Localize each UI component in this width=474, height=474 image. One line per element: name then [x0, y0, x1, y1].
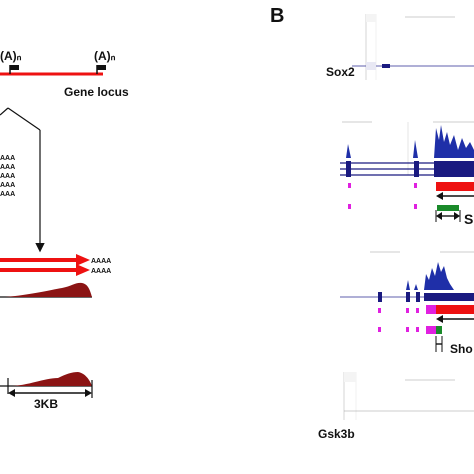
gene-track-3: [340, 251, 474, 352]
magenta-mark: [348, 183, 351, 188]
magenta-mark: [416, 308, 419, 313]
polya-flag-1: [9, 65, 19, 74]
short-isoform-bar: [437, 205, 459, 211]
polya-label-2: (A)ₙ: [94, 49, 116, 63]
sox2-exon: [382, 64, 390, 68]
coverage-track-2: [346, 125, 474, 158]
magenta-mark: [414, 183, 417, 188]
long-isoform-bar: [436, 305, 474, 314]
magenta-mark: [348, 204, 351, 209]
magenta-mark: [414, 204, 417, 209]
transcript-tail-3: AAA: [0, 173, 15, 180]
coverage-peak-1: [5, 282, 92, 297]
zoom-line-right: [7, 107, 41, 131]
gsk3b-label: Gsk3b: [318, 427, 355, 441]
sox2-label: Sox2: [326, 65, 355, 79]
panel-b-label: B: [270, 5, 284, 27]
transcript-tail-4: AAA: [0, 182, 15, 189]
panel-a: (A)ₙ (A)ₙ Gene locus AAA AAA AAA AAA AAA…: [0, 49, 129, 411]
magenta-mark: [406, 327, 409, 332]
transcript-arrow-bottom: [0, 264, 90, 276]
magenta-mark: [378, 308, 381, 313]
magenta-mark: [416, 327, 419, 332]
scale-label: 3KB: [34, 397, 58, 411]
s-label: S: [464, 211, 473, 227]
transcript-tail-5: AAA: [0, 191, 15, 198]
transcript-arrow-top: [0, 254, 90, 266]
scale-arrow: [8, 380, 93, 398]
gsk3b-track: [343, 372, 474, 420]
zoom-line-left: [0, 107, 9, 116]
gene-locus-label: Gene locus: [64, 85, 129, 99]
polya-label-1: (A)ₙ: [0, 49, 22, 63]
magenta-mark: [378, 327, 381, 332]
long-isoform-bar: [436, 182, 474, 191]
transcript-tail-2: AAA: [0, 164, 15, 171]
polya-flag-2: [96, 65, 106, 74]
transcript-tail-1: AAA: [0, 155, 15, 162]
aaaa-label-bottom: AAAA: [91, 268, 111, 275]
coverage-peak-2: [12, 372, 92, 386]
short-label: Sho: [450, 342, 473, 356]
magenta-mark: [406, 308, 409, 313]
coverage-track-3: [406, 262, 454, 290]
gene-track-2: [340, 121, 474, 222]
aaaa-label-top: AAAA: [91, 258, 111, 265]
sox2-track: [352, 14, 474, 80]
short-isoform-bar: [436, 326, 442, 334]
